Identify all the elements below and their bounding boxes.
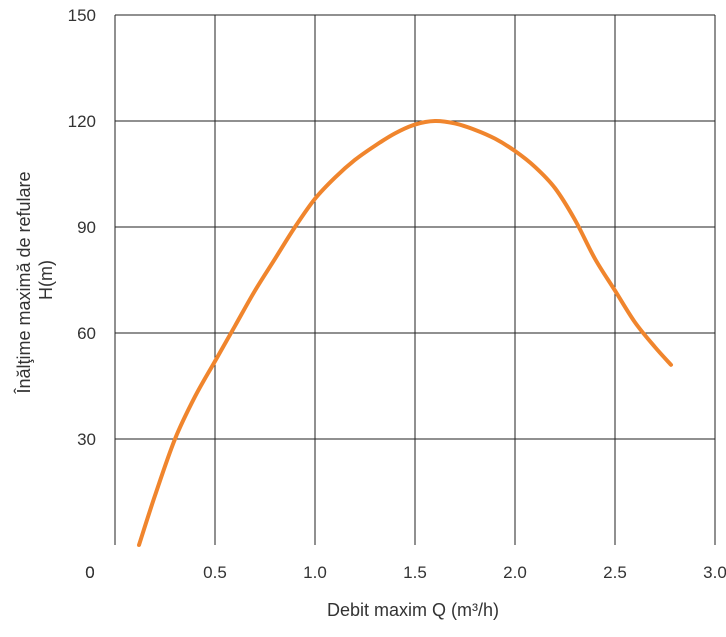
y-tick-label: 120: [68, 112, 96, 131]
x-axis-title: Debit maxim Q (m³/h): [327, 600, 499, 620]
y-tick-label: 0: [85, 563, 94, 582]
x-tick-label: 2.5: [603, 563, 627, 582]
series: [137, 118, 673, 547]
y-axis-title-line-1: Înălţime maximă de refulare: [14, 171, 34, 394]
x-tick-label: 3.0: [703, 563, 726, 582]
x-tick-label: 1.5: [403, 563, 427, 582]
x-tick-label: 1.0: [303, 563, 327, 582]
y-tick-label: 90: [77, 218, 96, 237]
grid: [114, 14, 716, 545]
y-axis-title-line-2: H(m): [36, 260, 56, 300]
y-tick-label: 150: [68, 6, 96, 25]
y-axis-title: Înălţime maximă de refulare H(m): [14, 166, 56, 394]
series-line: [137, 118, 673, 547]
y-tick-label: 60: [77, 324, 96, 343]
x-tick-label: 0.5: [203, 563, 227, 582]
x-tick-label: 2.0: [503, 563, 527, 582]
x-tick-label: 0: [85, 563, 94, 582]
y-tick-label: 30: [77, 430, 96, 449]
